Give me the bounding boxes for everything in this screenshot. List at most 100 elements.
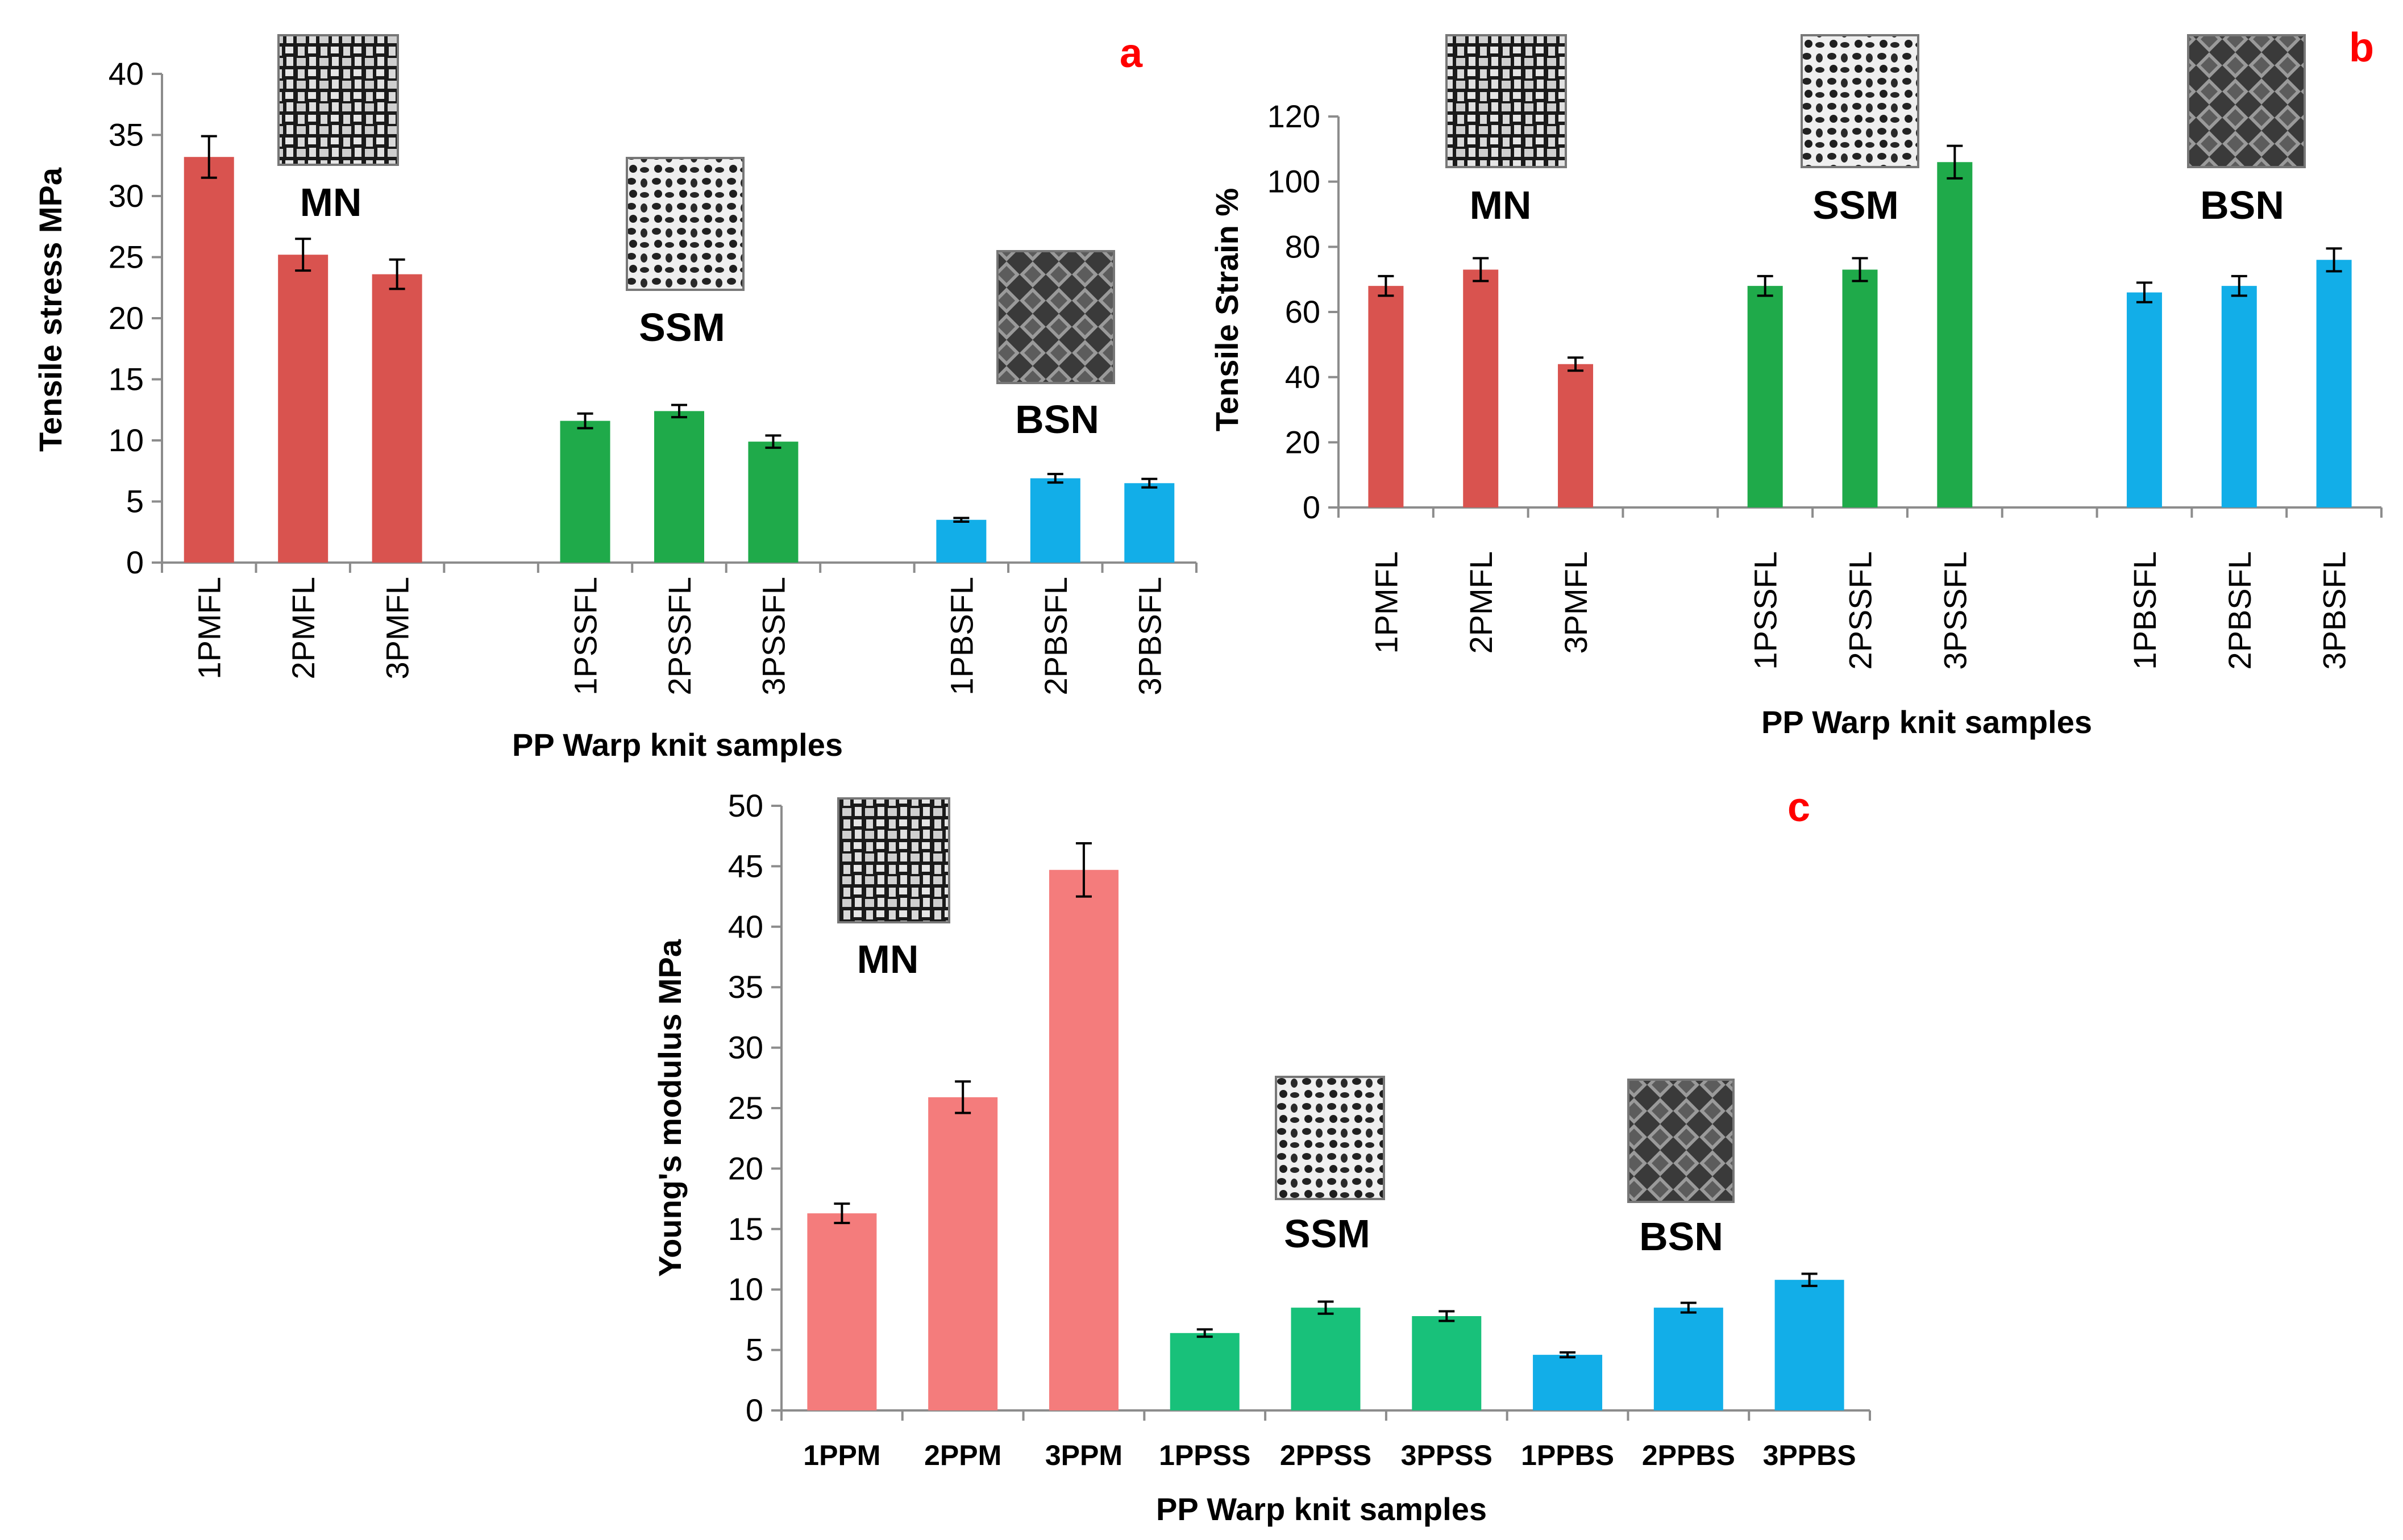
a-y-tick-label: 20 (109, 300, 144, 336)
c-category-label: 2PPSS (1280, 1439, 1371, 1471)
a-bar-1pssfl (560, 421, 610, 563)
a-category-labels: 1PMFL 2PMFL 3PMFL 1PSSFL 2PSSFL 3PSSFL 1PBSFL 2… (161, 563, 1198, 696)
b-error-bar (1568, 356, 1584, 372)
a-mesh-bsn-icon (996, 250, 1115, 384)
c-error-bar (1680, 1301, 1697, 1314)
a-category-label: 3PSSFL (755, 577, 791, 696)
b-error-bar (1473, 257, 1489, 282)
a-group-label-bsn: BSN (1015, 397, 1099, 442)
b-mesh-mn-icon (1445, 34, 1567, 168)
b-category-label: 3PSSFL (1937, 551, 1973, 670)
a-category-label: 3PMFL (380, 577, 415, 680)
b-mesh-ssm-icon (1801, 34, 1919, 168)
c-error-bar (1439, 1310, 1455, 1322)
a-y-tick-label: 0 (126, 544, 144, 580)
a-bar-2pssfl (654, 411, 704, 563)
c-category-label: 3PPSS (1401, 1439, 1492, 1471)
c-y-tick-label: 35 (728, 969, 763, 1005)
c-y-tick-label: 40 (728, 909, 763, 944)
c-error-bar (834, 1202, 850, 1225)
c-error-bar (1317, 1300, 1334, 1315)
c-error-bar (1801, 1272, 1818, 1287)
c-bar-3ppbs (1774, 1280, 1844, 1410)
b-category-label: 3PBSFL (2317, 551, 2352, 670)
a-y-tick-label: 10 (109, 422, 144, 458)
c-category-label: 3PPBS (1763, 1439, 1856, 1471)
a-error-bar (295, 238, 311, 272)
c-y-tick-label: 20 (728, 1150, 763, 1186)
a-error-bar (1141, 477, 1158, 489)
c-error-bar (1196, 1328, 1213, 1338)
a-error-bar (1047, 473, 1063, 484)
b-y-tick-label: 100 (1267, 164, 1320, 199)
a-x-axis-title: PP Warp knit samples (512, 727, 843, 763)
c-group-label-mn: MN (857, 937, 919, 981)
a-category-label: 1PSSFL (568, 577, 604, 696)
a-category-label: 2PBSFL (1038, 577, 1074, 696)
a-error-bar (953, 517, 970, 523)
b-group-label-ssm: SSM (1812, 183, 1899, 227)
c-y-tick-label: 15 (728, 1211, 763, 1247)
a-y-tick-label: 30 (109, 178, 144, 214)
b-group-label-mn: MN (1470, 183, 1532, 227)
b-category-label: 1PMFL (1368, 551, 1404, 654)
a-bar-3pmfl (372, 274, 422, 563)
a-group-label-mn: MN (300, 180, 362, 224)
b-bar-2pbsfl (2221, 286, 2257, 507)
c-mesh-mn-icon (837, 797, 950, 923)
c-bar-2ppm (928, 1097, 998, 1410)
a-bars (184, 135, 1175, 563)
c-category-labels: 1PPM 2PPM 3PPM 1PPSS 2PPSS 3PPSS 1PPBS 2PPBS 3PP… (780, 1410, 1871, 1471)
panel-c: 0 5 10 15 20 25 30 35 40 45 50 1PPM 2PPM 3PPM 1PPSS 2P… (652, 785, 1871, 1527)
b-y-tick-label: 120 (1267, 98, 1320, 134)
c-y-tick-label: 10 (728, 1271, 763, 1307)
b-bar-1pmfl (1368, 286, 1404, 507)
c-x-axis-title: PP Warp knit samples (1156, 1491, 1487, 1527)
a-bar-1pmfl (184, 157, 234, 563)
a-error-bar (765, 434, 781, 449)
c-y-tick-label: 0 (746, 1392, 763, 1428)
b-error-bar (1852, 257, 1868, 282)
b-y-tick-label: 80 (1285, 228, 1320, 264)
a-error-bar (201, 135, 217, 179)
c-bar-3ppm (1049, 869, 1119, 1410)
b-bar-3pssfl (1937, 162, 1973, 507)
b-y-tick-label: 0 (1303, 489, 1320, 525)
c-y-tick-label: 45 (728, 848, 763, 884)
c-bar-3ppss (1412, 1316, 1482, 1410)
a-y-tick-label: 35 (109, 117, 144, 153)
b-error-bar (2326, 247, 2342, 273)
a-bar-1pbsfl (936, 519, 987, 563)
b-error-bar (1757, 274, 1773, 297)
a-y-tick-label: 5 (126, 484, 144, 519)
a-y-tick-label: 25 (109, 239, 144, 275)
a-bar-2pbsfl (1030, 478, 1080, 563)
b-y-tick-label: 20 (1285, 424, 1320, 460)
a-y-tick-label: 40 (109, 56, 144, 91)
b-bar-2pmfl (1463, 269, 1499, 507)
c-category-label: 1PPSS (1159, 1439, 1250, 1471)
a-category-label: 2PSSFL (662, 577, 697, 696)
c-error-bar (1075, 842, 1092, 898)
c-bar-1ppss (1170, 1333, 1240, 1410)
a-y-tick-label: 15 (109, 361, 144, 397)
b-bar-3pbsfl (2316, 260, 2352, 507)
a-error-bar (671, 403, 687, 419)
b-category-label: 3PMFL (1558, 551, 1594, 654)
b-panel-letter: b (2349, 25, 2374, 70)
b-category-label: 2PBSFL (2222, 551, 2258, 670)
a-bar-3pbsfl (1124, 483, 1175, 563)
b-y-tick-label: 60 (1285, 294, 1320, 330)
b-bar-1pssfl (1747, 286, 1783, 507)
c-category-label: 2PPBS (1642, 1439, 1735, 1471)
b-error-bar (1378, 274, 1394, 297)
b-bar-3pmfl (1558, 364, 1594, 507)
c-group-label-bsn: BSN (1639, 1214, 1723, 1259)
a-error-bar (577, 412, 593, 430)
c-mesh-ssm-icon (1275, 1076, 1385, 1200)
b-mesh-bsn-icon (2187, 34, 2306, 168)
b-category-label: 1PSSFL (1748, 551, 1783, 670)
b-group-label-bsn: BSN (2200, 183, 2284, 227)
c-category-label: 1PPM (803, 1439, 880, 1471)
